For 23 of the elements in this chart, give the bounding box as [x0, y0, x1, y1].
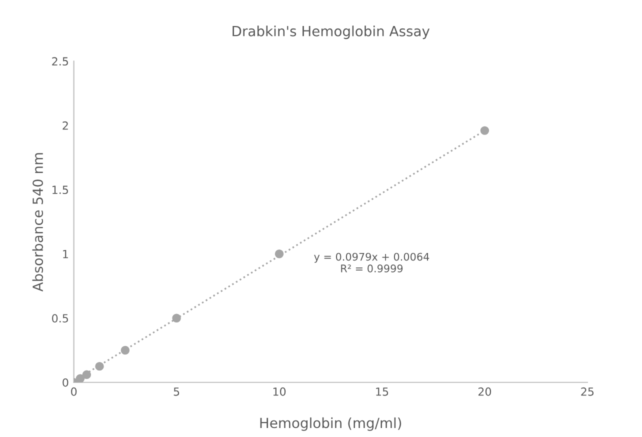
point — [95, 362, 104, 371]
x-tick-label: 25 — [581, 387, 594, 396]
y-tick-label: 1 — [63, 250, 68, 258]
point — [120, 346, 130, 355]
x-axis-title: Hemoglobin (mg/ml) — [260, 417, 402, 431]
x-tick-label: 0 — [71, 387, 77, 396]
point — [82, 370, 92, 380]
y-axis-title: Absorbance 540 nm — [32, 153, 44, 292]
x-tick-label: 10 — [273, 387, 286, 396]
chart-title: Drabkin's Hemoglobin Assay — [232, 26, 430, 40]
y-tick-label: 0 — [62, 378, 68, 387]
y-tick-label: 1.5 — [52, 186, 68, 194]
y-tick-label: 2 — [62, 121, 68, 130]
y-tick-label: 2.5 — [52, 57, 68, 66]
x-tick-label: 15 — [376, 388, 388, 396]
point — [76, 374, 85, 382]
y-tick-label: 0.5 — [52, 314, 68, 323]
point — [172, 314, 181, 323]
annotation: y = 0.0979x + 0.0064 R² = 0.9999 — [314, 252, 430, 272]
x-tick-label: 5 — [174, 388, 180, 396]
point — [274, 250, 284, 258]
x-tick-label: 20 — [478, 387, 492, 396]
point — [480, 126, 490, 135]
